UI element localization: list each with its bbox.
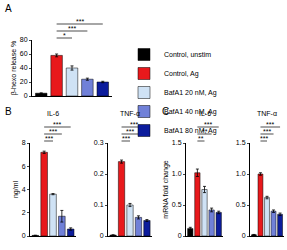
svg-text:1.0: 1.0 [172, 170, 182, 177]
svg-text:8: 8 [22, 139, 26, 146]
svg-text:0.3: 0.3 [94, 139, 104, 146]
svg-text:Control, unstim: Control, unstim [164, 51, 211, 58]
svg-text:0.5: 0.5 [172, 201, 182, 208]
svg-text:***: *** [45, 135, 53, 142]
svg-text:1.5: 1.5 [172, 139, 182, 146]
svg-text:1.5: 1.5 [236, 139, 246, 146]
svg-text:IL-6: IL-6 [47, 110, 59, 117]
svg-text:IL-6: IL-6 [199, 110, 211, 117]
svg-text:***: *** [76, 18, 84, 25]
svg-text:20: 20 [20, 78, 28, 85]
svg-text:0: 0 [24, 92, 28, 99]
svg-text:Control, Ag: Control, Ag [164, 70, 199, 78]
svg-text:***: *** [126, 128, 134, 135]
svg-text:*: * [63, 32, 66, 39]
svg-text:β-hexo release %: β-hexo release % [10, 41, 18, 96]
svg-text:0.1: 0.1 [94, 201, 104, 208]
svg-text:***: *** [263, 128, 271, 135]
svg-text:0: 0 [242, 232, 246, 239]
svg-text:A: A [5, 3, 12, 14]
svg-text:BafA1 20 nM, Ag: BafA1 20 nM, Ag [164, 89, 217, 97]
svg-text:1.0: 1.0 [236, 170, 246, 177]
svg-text:***: *** [49, 128, 57, 135]
svg-text:***: *** [204, 121, 212, 128]
svg-text:B: B [5, 106, 12, 117]
svg-text:***: *** [68, 25, 76, 32]
svg-text:0: 0 [22, 232, 26, 239]
svg-text:mRNA fold change: mRNA fold change [162, 160, 170, 218]
svg-text:**: ** [202, 128, 208, 135]
svg-text:***: *** [130, 121, 138, 128]
svg-text:***: *** [266, 121, 274, 128]
svg-text:***: *** [122, 135, 130, 142]
svg-text:**: ** [198, 135, 204, 142]
svg-text:TNF-α: TNF-α [120, 110, 140, 117]
svg-text:C: C [162, 106, 169, 117]
svg-text:6: 6 [22, 163, 26, 170]
svg-text:60: 60 [20, 50, 28, 57]
svg-text:BafA1 80 nM, Ag: BafA1 80 nM, Ag [164, 127, 217, 135]
svg-text:0: 0 [178, 232, 182, 239]
svg-text:***: *** [260, 135, 268, 142]
svg-text:***: *** [53, 121, 61, 128]
svg-text:0.5: 0.5 [236, 201, 246, 208]
svg-text:TNF-α: TNF-α [257, 110, 277, 117]
svg-text:2: 2 [22, 209, 26, 216]
svg-text:80: 80 [20, 36, 28, 43]
svg-text:4: 4 [22, 186, 26, 193]
svg-text:0: 0 [100, 232, 104, 239]
svg-text:ng/ml: ng/ml [12, 181, 20, 199]
svg-text:40: 40 [20, 64, 28, 71]
svg-text:0.2: 0.2 [94, 170, 104, 177]
svg-text:BafA1 40 nM, Ag: BafA1 40 nM, Ag [164, 108, 217, 116]
